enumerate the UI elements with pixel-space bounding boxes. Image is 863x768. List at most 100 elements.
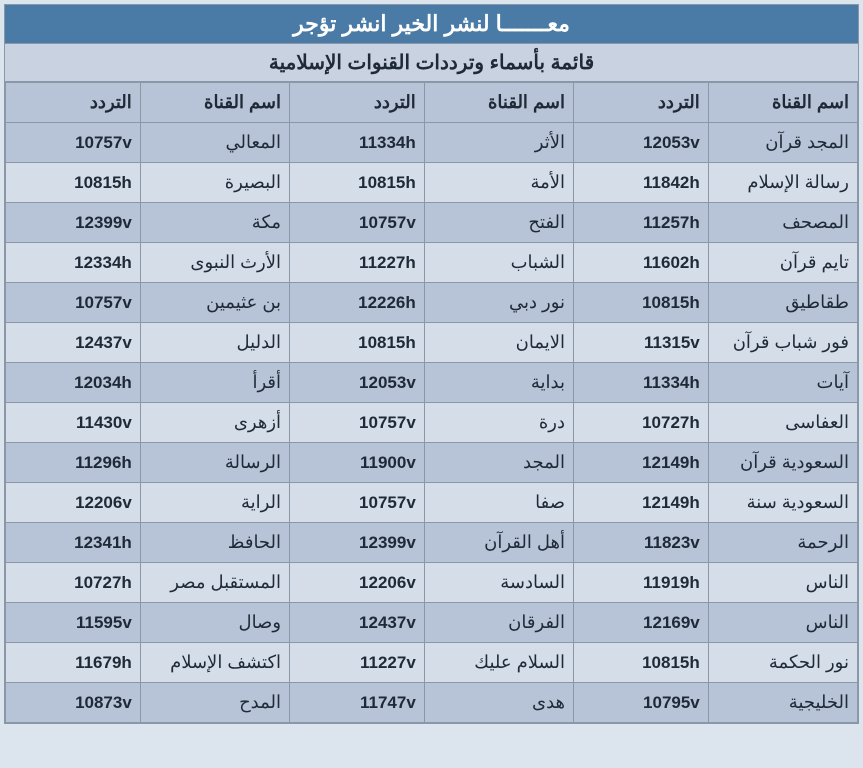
subtitle: قائمة بأسماء وترددات القنوات الإسلامية [5, 44, 858, 82]
channel-frequency: 10815h [574, 283, 709, 323]
channel-name: طقاطيق [708, 283, 857, 323]
header-name-2: اسم القناة [424, 83, 573, 123]
channel-frequency: 11823v [574, 523, 709, 563]
channel-name: صفا [424, 483, 573, 523]
channel-frequency: 12034h [6, 363, 141, 403]
table-row: نور الحكمة10815hالسلام عليك11227vاكتشف ا… [6, 643, 858, 683]
channel-name: الرسالة [140, 443, 289, 483]
channel-frequency: 11315v [574, 323, 709, 363]
header-name-3: اسم القناة [140, 83, 289, 123]
channel-frequency: 12149h [574, 443, 709, 483]
channel-frequency: 10795v [574, 683, 709, 723]
channel-name: وصال [140, 603, 289, 643]
channel-name: أزهرى [140, 403, 289, 443]
channel-name: نور الحكمة [708, 643, 857, 683]
channel-name: فور شباب قرآن [708, 323, 857, 363]
channel-name: المعالي [140, 123, 289, 163]
channel-frequency: 10757v [6, 123, 141, 163]
channel-frequency: 11334h [290, 123, 425, 163]
channel-frequency: 10815h [6, 163, 141, 203]
channel-name: بن عثيمين [140, 283, 289, 323]
channel-frequency: 10727h [6, 563, 141, 603]
channel-frequency: 12226h [290, 283, 425, 323]
channel-frequency: 10815h [574, 643, 709, 683]
header-name-1: اسم القناة [708, 83, 857, 123]
channel-name: الفرقان [424, 603, 573, 643]
channel-frequency: 11900v [290, 443, 425, 483]
channel-frequency: 11679h [6, 643, 141, 683]
channel-frequency: 12053v [290, 363, 425, 403]
channel-frequency: 11842h [574, 163, 709, 203]
channel-name: المدح [140, 683, 289, 723]
table-row: الرحمة11823vأهل القرآن12399vالحافظ12341h [6, 523, 858, 563]
channel-name: هدى [424, 683, 573, 723]
table-row: فور شباب قرآن11315vالايمان10815hالدليل12… [6, 323, 858, 363]
channels-table-container: معـــــــا لنشر الخير انشر تؤجر قائمة بأ… [4, 4, 859, 724]
channel-frequency: 11334h [574, 363, 709, 403]
channel-name: الأمة [424, 163, 573, 203]
table-row: الناس11919hالسادسة12206vالمستقبل مصر1072… [6, 563, 858, 603]
channel-frequency: 11227h [290, 243, 425, 283]
banner-title: معـــــــا لنشر الخير انشر تؤجر [5, 5, 858, 44]
channel-frequency: 11257h [574, 203, 709, 243]
channel-frequency: 12399v [6, 203, 141, 243]
table-row: السعودية قرآن12149hالمجد11900vالرسالة112… [6, 443, 858, 483]
channel-name: المجد [424, 443, 573, 483]
header-freq-1: التردد [574, 83, 709, 123]
channel-name: الايمان [424, 323, 573, 363]
channel-frequency: 12149h [574, 483, 709, 523]
channel-name: الدليل [140, 323, 289, 363]
channel-name: آيات [708, 363, 857, 403]
channel-name: أهل القرآن [424, 523, 573, 563]
channel-name: نور دبي [424, 283, 573, 323]
channel-name: الشباب [424, 243, 573, 283]
header-freq-3: التردد [6, 83, 141, 123]
channel-name: الخليجية [708, 683, 857, 723]
channel-name: الناس [708, 603, 857, 643]
channel-name: السعودية قرآن [708, 443, 857, 483]
table-row: رسالة الإسلام11842hالأمة10815hالبصيرة108… [6, 163, 858, 203]
channel-name: رسالة الإسلام [708, 163, 857, 203]
channel-name: السعودية سنة [708, 483, 857, 523]
channel-name: بداية [424, 363, 573, 403]
channel-name: الحافظ [140, 523, 289, 563]
header-freq-2: التردد [290, 83, 425, 123]
channel-frequency: 10757v [290, 403, 425, 443]
channel-frequency: 11430v [6, 403, 141, 443]
channel-name: الأثر [424, 123, 573, 163]
channel-name: المستقبل مصر [140, 563, 289, 603]
channel-name: اكتشف الإسلام [140, 643, 289, 683]
table-row: الناس12169vالفرقان12437vوصال11595v [6, 603, 858, 643]
channel-name: العفاسى [708, 403, 857, 443]
channel-frequency: 11747v [290, 683, 425, 723]
channel-frequency: 12437v [290, 603, 425, 643]
channel-name: البصيرة [140, 163, 289, 203]
channel-name: مكة [140, 203, 289, 243]
table-row: المجد قرآن12053vالأثر11334hالمعالي10757v [6, 123, 858, 163]
table-row: الخليجية10795vهدى11747vالمدح10873v [6, 683, 858, 723]
channel-name: أقرأ [140, 363, 289, 403]
channel-frequency: 10815h [290, 163, 425, 203]
channel-frequency: 12437v [6, 323, 141, 363]
channel-frequency: 12334h [6, 243, 141, 283]
channel-frequency: 12053v [574, 123, 709, 163]
channel-frequency: 12399v [290, 523, 425, 563]
channel-frequency: 10873v [6, 683, 141, 723]
table-row: تايم قرآن11602hالشباب11227hالأرث النبوى1… [6, 243, 858, 283]
header-row: اسم القناة التردد اسم القناة التردد اسم … [6, 83, 858, 123]
channel-name: السادسة [424, 563, 573, 603]
channel-name: الراية [140, 483, 289, 523]
channel-frequency: 12169v [574, 603, 709, 643]
channel-frequency: 12341h [6, 523, 141, 563]
channel-name: درة [424, 403, 573, 443]
channel-frequency: 12206v [290, 563, 425, 603]
channels-table: اسم القناة التردد اسم القناة التردد اسم … [5, 82, 858, 723]
channel-name: الفتح [424, 203, 573, 243]
channel-frequency: 10727h [574, 403, 709, 443]
channel-frequency: 11919h [574, 563, 709, 603]
channel-frequency: 11595v [6, 603, 141, 643]
channel-frequency: 10815h [290, 323, 425, 363]
channel-frequency: 11296h [6, 443, 141, 483]
channel-frequency: 10757v [290, 203, 425, 243]
channel-frequency: 12206v [6, 483, 141, 523]
